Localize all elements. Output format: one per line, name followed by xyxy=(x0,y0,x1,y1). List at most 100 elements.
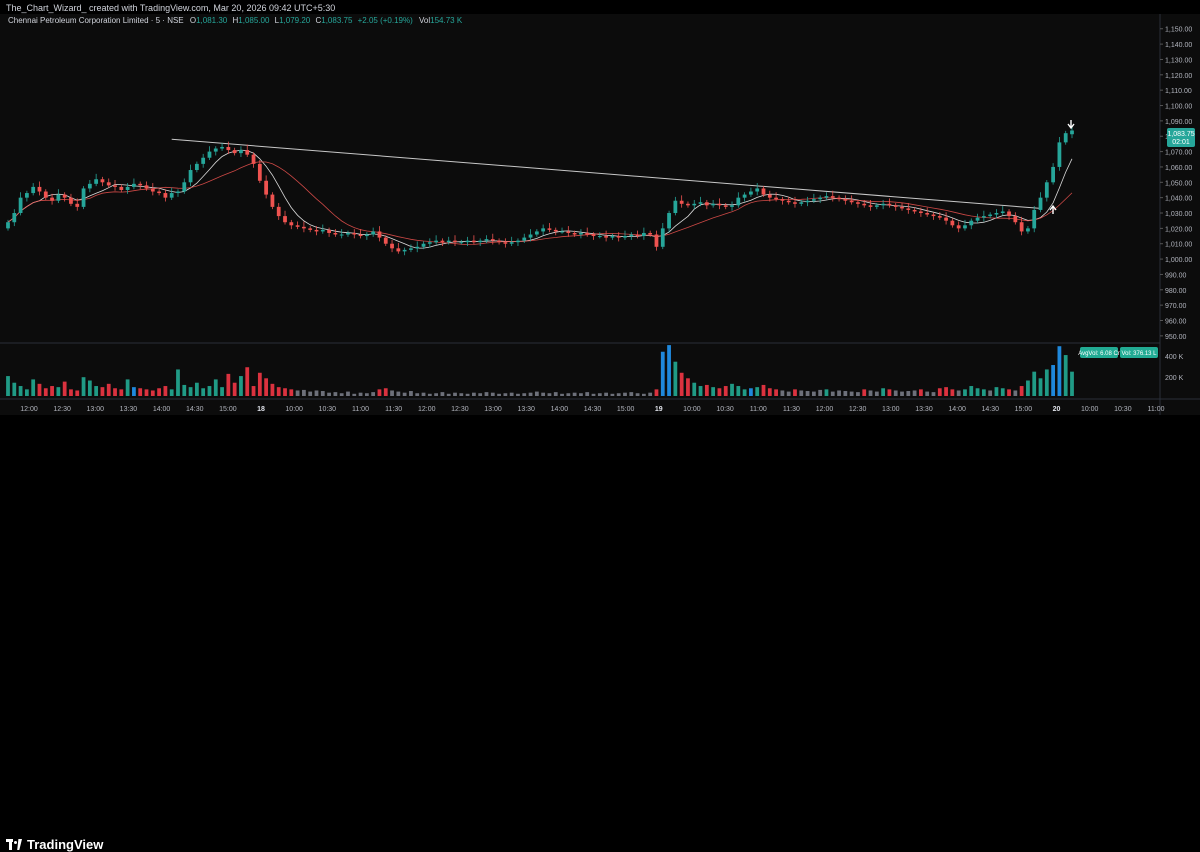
candle-body xyxy=(18,197,23,214)
candle-body xyxy=(805,200,810,203)
candle-body xyxy=(950,220,955,226)
candle-body xyxy=(641,232,646,237)
time-tick-label: 15:00 xyxy=(1015,406,1033,413)
candle-body xyxy=(276,206,281,217)
volume-bar xyxy=(308,391,313,396)
candle-body xyxy=(415,246,420,249)
price-tick-label: 1,030.00 xyxy=(1165,211,1192,218)
time-tick-label: 14:30 xyxy=(584,406,602,413)
candle-body xyxy=(113,185,117,187)
candle-body xyxy=(251,154,256,164)
time-tick-label: 12:30 xyxy=(451,406,469,413)
candle-body xyxy=(660,228,665,247)
volume-bar xyxy=(138,388,143,396)
volume-bar xyxy=(944,387,948,396)
volume-bar xyxy=(427,393,432,396)
time-tick-label: 13:30 xyxy=(915,406,933,413)
volume-bar xyxy=(56,387,61,396)
candle-body xyxy=(245,150,250,155)
volume-bar xyxy=(352,393,357,396)
candle-body xyxy=(849,200,854,203)
price-tick-label: 1,120.00 xyxy=(1165,73,1192,80)
volume-bar xyxy=(868,390,873,396)
candle-body xyxy=(383,237,388,244)
tradingview-logo[interactable]: TradingView xyxy=(6,837,103,852)
price-chart[interactable]: 1,150.00 1,140.00 1,130.00 1,120.00 1,110.00… xyxy=(0,14,1200,415)
volume-bar xyxy=(150,390,155,396)
candle-body xyxy=(717,203,722,206)
candle-body xyxy=(182,182,187,192)
candle-body xyxy=(881,203,886,206)
volume-tick-label: 200 K xyxy=(1165,375,1184,382)
candle-body xyxy=(793,202,797,204)
chart-area[interactable]: 1,150.00 1,140.00 1,130.00 1,120.00 1,110.00… xyxy=(0,14,1200,415)
candle-body xyxy=(465,240,470,243)
avg-volume-badge xyxy=(1080,347,1118,358)
volume-bar xyxy=(396,391,401,396)
legend-high-value: 1,085.00 xyxy=(238,16,270,25)
volume-bar xyxy=(125,379,130,396)
candle-body xyxy=(774,197,778,200)
time-tick-label: 12:00 xyxy=(418,406,436,413)
volume-bar xyxy=(686,378,690,396)
volume-bar xyxy=(24,389,29,396)
time-tick-label: 13:30 xyxy=(120,406,138,413)
volume-bar xyxy=(963,389,967,396)
volume-bar xyxy=(597,393,602,396)
candle-body xyxy=(994,213,999,215)
volume-bar xyxy=(679,372,684,396)
volume-bar xyxy=(767,388,772,396)
time-tick-label: 10:30 xyxy=(1114,406,1132,413)
volume-bar xyxy=(856,392,860,396)
candle-body xyxy=(257,163,262,181)
volume-bar xyxy=(1007,389,1011,396)
candle-body xyxy=(1032,209,1037,229)
ohlc-legend[interactable]: Chennai Petroleum Corporation Limited · … xyxy=(8,16,463,25)
volume-bar xyxy=(572,392,577,396)
candle-body xyxy=(767,194,772,198)
volume-bar xyxy=(1032,371,1037,396)
top-bar: The_Chart_Wizard_ created with TradingVi… xyxy=(0,0,1200,14)
price-tick-label: 970.00 xyxy=(1165,303,1187,310)
candle-body xyxy=(560,231,564,233)
avg-volume-text: AvgVol: 6.08 Cr xyxy=(1078,351,1120,357)
legend-low-value: 1,079.20 xyxy=(279,16,311,25)
volume-tick-label: 400 K xyxy=(1165,354,1184,361)
volume-bar xyxy=(113,388,117,396)
candle-body xyxy=(761,188,766,195)
volume-bar xyxy=(18,386,23,396)
time-tick-label: 14:00 xyxy=(948,406,966,413)
legend-volume-label: Vol xyxy=(419,16,430,25)
candle-body xyxy=(320,229,325,232)
volume-bar xyxy=(62,381,67,396)
volume-bar xyxy=(887,389,892,396)
price-tag-box xyxy=(1167,128,1195,147)
volume-bar xyxy=(478,393,483,396)
volume-bar xyxy=(919,389,923,396)
volume-bar xyxy=(1019,386,1024,396)
volume-bar xyxy=(641,393,646,396)
volume-bar xyxy=(289,389,294,396)
volume-bar xyxy=(528,392,533,396)
candle-body xyxy=(213,148,218,152)
chart-grid xyxy=(0,14,1200,415)
candle-body xyxy=(654,234,659,247)
up-arrow-icon xyxy=(1049,204,1057,214)
candle-body xyxy=(62,194,67,198)
ma-fast-line xyxy=(7,149,1073,249)
price-tick-label: 1,050.00 xyxy=(1165,180,1192,187)
volume-bar xyxy=(434,393,439,396)
candle-body xyxy=(478,240,483,243)
volume-bar xyxy=(69,389,73,396)
volume-bar xyxy=(994,387,999,396)
volume-bar xyxy=(818,389,823,396)
candle-body xyxy=(75,203,80,207)
volume-bar xyxy=(591,393,596,396)
candle-body xyxy=(572,232,577,235)
volume-bar xyxy=(988,390,993,396)
volume-bar xyxy=(635,393,640,396)
volume-bar xyxy=(188,387,193,396)
candle-body xyxy=(963,225,967,229)
candle-body xyxy=(497,240,501,243)
candle-body xyxy=(856,202,860,204)
